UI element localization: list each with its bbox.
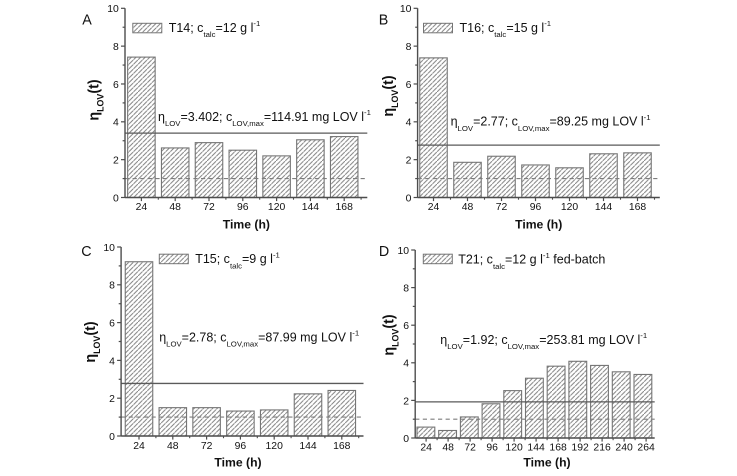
svg-text:D: D xyxy=(379,244,389,260)
svg-text:ηLOV=3.402; cLOV,max=114.91 mg: ηLOV=3.402; cLOV,max=114.91 mg LOV l-1 xyxy=(158,108,371,128)
svg-text:120: 120 xyxy=(505,442,523,453)
svg-text:Time (h): Time (h) xyxy=(223,218,270,232)
svg-text:2: 2 xyxy=(109,394,115,405)
svg-text:10: 10 xyxy=(107,4,119,15)
svg-text:96: 96 xyxy=(237,202,249,213)
svg-text:2: 2 xyxy=(403,396,409,407)
svg-text:72: 72 xyxy=(203,202,215,213)
svg-text:120: 120 xyxy=(268,202,286,213)
svg-text:6: 6 xyxy=(113,80,119,91)
svg-text:T14; ctalc=12 g l-1: T14; ctalc=12 g l-1 xyxy=(169,19,261,39)
svg-text:0: 0 xyxy=(406,193,412,204)
svg-text:216: 216 xyxy=(593,442,611,453)
svg-text:24: 24 xyxy=(133,441,145,452)
svg-text:8: 8 xyxy=(109,281,115,292)
svg-text:10: 10 xyxy=(103,243,115,254)
svg-text:ηLOV=2.78; cLOV,max=87.99 mg L: ηLOV=2.78; cLOV,max=87.99 mg LOV l-1 xyxy=(159,329,359,349)
svg-text:4: 4 xyxy=(113,118,119,129)
svg-text:48: 48 xyxy=(167,441,179,452)
svg-text:Time (h): Time (h) xyxy=(523,456,570,470)
svg-text:24: 24 xyxy=(136,202,148,213)
svg-text:0: 0 xyxy=(403,434,409,445)
svg-text:0: 0 xyxy=(109,432,115,443)
svg-text:C: C xyxy=(81,244,91,260)
svg-text:48: 48 xyxy=(442,442,454,453)
svg-text:4: 4 xyxy=(406,118,412,129)
svg-text:144: 144 xyxy=(527,442,545,453)
svg-text:T21; ctalc=12 g l-1 fed-batch: T21; ctalc=12 g l-1 fed-batch xyxy=(458,251,605,271)
svg-text:264: 264 xyxy=(637,442,655,453)
svg-text:2: 2 xyxy=(406,156,412,167)
svg-text:10: 10 xyxy=(400,4,412,15)
svg-text:8: 8 xyxy=(406,42,412,53)
svg-text:ηLOV=1.92; cLOV,max=253.81 mg: ηLOV=1.92; cLOV,max=253.81 mg LOV l-1 xyxy=(440,331,647,351)
svg-text:192: 192 xyxy=(571,442,589,453)
svg-text:120: 120 xyxy=(561,202,579,213)
svg-text:144: 144 xyxy=(595,202,613,213)
svg-text:ηLOV=2.77; cLOV,max=89.25 mg L: ηLOV=2.77; cLOV,max=89.25 mg LOV l-1 xyxy=(451,113,651,133)
svg-text:6: 6 xyxy=(406,80,412,91)
svg-text:120: 120 xyxy=(266,441,284,452)
svg-text:8: 8 xyxy=(113,42,119,53)
svg-text:Time (h): Time (h) xyxy=(214,455,261,469)
svg-text:4: 4 xyxy=(403,359,409,370)
svg-text:168: 168 xyxy=(336,202,354,213)
svg-text:144: 144 xyxy=(302,202,320,213)
svg-text:48: 48 xyxy=(462,202,474,213)
svg-text:10: 10 xyxy=(397,246,409,257)
svg-text:8: 8 xyxy=(403,284,409,295)
svg-text:72: 72 xyxy=(201,441,213,452)
svg-text:96: 96 xyxy=(530,202,542,213)
svg-text:24: 24 xyxy=(428,202,440,213)
svg-text:ηLOV(t): ηLOV(t) xyxy=(382,314,401,355)
svg-text:96: 96 xyxy=(486,442,498,453)
svg-text:Time (h): Time (h) xyxy=(515,218,562,232)
svg-text:0: 0 xyxy=(113,193,119,204)
svg-text:168: 168 xyxy=(549,442,567,453)
svg-text:48: 48 xyxy=(169,202,181,213)
svg-text:168: 168 xyxy=(333,441,351,452)
svg-text:4: 4 xyxy=(109,356,115,367)
svg-text:A: A xyxy=(82,12,92,28)
svg-text:240: 240 xyxy=(615,442,633,453)
svg-text:6: 6 xyxy=(109,319,115,330)
svg-text:24: 24 xyxy=(420,442,432,453)
svg-text:96: 96 xyxy=(235,441,247,452)
svg-text:6: 6 xyxy=(403,321,409,332)
svg-text:72: 72 xyxy=(464,442,476,453)
svg-text:72: 72 xyxy=(496,202,508,213)
svg-text:168: 168 xyxy=(629,202,647,213)
svg-text:2: 2 xyxy=(113,156,119,167)
svg-text:144: 144 xyxy=(299,441,317,452)
svg-text:B: B xyxy=(379,13,389,29)
